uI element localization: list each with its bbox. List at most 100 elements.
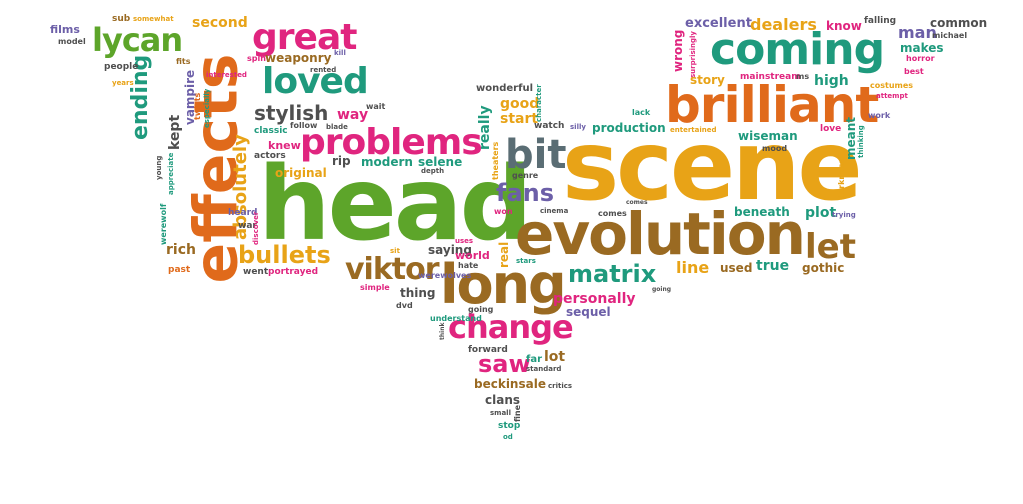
word-know: know: [826, 19, 862, 33]
word-past: past: [168, 265, 191, 275]
word-bullets: bullets: [238, 241, 331, 269]
word-people: people: [104, 62, 139, 72]
word-design: critics: [548, 382, 573, 390]
word-fans: fans: [496, 179, 555, 207]
word-personally: personally: [553, 291, 636, 307]
word-lot: lot: [544, 349, 566, 365]
word-beneath: beneath: [734, 205, 790, 219]
word-real: real: [497, 241, 511, 268]
word-entertained: entertained: [670, 126, 717, 134]
word-gothic: gothic: [802, 261, 845, 275]
word-work: work: [868, 111, 891, 120]
word-character: character: [535, 84, 543, 122]
word-love: love: [820, 124, 842, 134]
word-bit: bit: [505, 132, 567, 178]
word-clans: clans: [485, 393, 521, 407]
word-costumes: costumes: [870, 81, 914, 90]
word-films: films: [50, 23, 80, 36]
word-mainstream: mainstream: [740, 72, 801, 82]
word-stop: stop: [498, 421, 521, 431]
word-plot: plot: [805, 205, 837, 221]
word-world: world: [455, 249, 490, 262]
word-understand: going: [468, 305, 494, 314]
word-beckinsale: beckinsale: [474, 377, 546, 391]
word-dvd: understand: [430, 314, 482, 323]
word-original: original: [275, 166, 327, 180]
word-kill: kill: [334, 49, 346, 57]
word-went: went: [243, 267, 269, 277]
word-years: years: [112, 79, 134, 87]
word-makes: makes: [900, 41, 944, 55]
word-attempt: attempt: [876, 92, 908, 100]
word-line: line: [676, 258, 710, 277]
word-man: man: [898, 23, 937, 42]
word-confused: sit: [390, 247, 400, 255]
word-wait: wait: [366, 102, 386, 111]
word-blade: blade: [326, 123, 348, 131]
word-twists: twists: [193, 92, 202, 120]
word-stylish: stylish: [254, 101, 329, 125]
word-spin: spin: [247, 54, 266, 63]
word-saying: uses: [455, 237, 474, 245]
word-lack: lack: [632, 108, 651, 117]
word-scene: scene: [562, 110, 863, 222]
word-heard: heard: [228, 208, 258, 218]
word-war: war: [238, 221, 257, 231]
word-werewolves: stars: [516, 257, 536, 265]
word-model: model: [58, 37, 86, 46]
word-silly: silly: [570, 123, 586, 131]
word-meant: meant: [844, 116, 858, 160]
word-high: high: [814, 73, 849, 89]
word-selene: selene: [418, 155, 463, 169]
word-small: od: [503, 433, 513, 441]
word-weaponry: weaponry: [265, 51, 332, 65]
word-brilliant: brilliant: [665, 76, 879, 134]
word-let: let: [805, 227, 856, 267]
word-knew: knew: [268, 139, 301, 152]
word-far: far: [526, 354, 543, 365]
word-kept: kept: [167, 114, 183, 150]
word-actors: actors: [254, 151, 286, 161]
word-appreciate: appreciate: [167, 152, 175, 195]
word-used: used: [720, 261, 753, 275]
word-sequel: sequel: [566, 305, 611, 319]
word-rip: rip: [332, 154, 351, 168]
word-young: young: [155, 155, 163, 180]
word-watch: watch: [534, 121, 565, 131]
word-comes: comes: [626, 199, 648, 206]
word-wrong: wrong: [671, 29, 685, 72]
word-thinking: thinking: [857, 125, 865, 158]
word-story: story: [690, 73, 725, 87]
word-sub: sub: [112, 14, 131, 24]
word-evolution: evolution: [515, 200, 806, 268]
word-michael: michael: [932, 31, 968, 40]
word-trying: trying: [832, 211, 856, 219]
word-falling: falling: [864, 16, 897, 26]
word-saw: saw: [478, 350, 531, 378]
word-dealers: dealers: [750, 15, 817, 34]
word-won: cinema: [540, 207, 569, 215]
word-simple: dvd: [396, 301, 413, 310]
word-cool: depth: [421, 167, 445, 175]
word-loved: loved: [262, 61, 369, 102]
word-going: going: [652, 286, 672, 293]
word-discover: discover: [252, 211, 260, 245]
word-uses: hate: [458, 261, 479, 270]
word-depth: won: [494, 207, 513, 216]
word-good: good: [500, 96, 540, 112]
word-thing: thing: [400, 286, 436, 300]
word-fine: think: [439, 322, 446, 340]
word-head: head: [258, 145, 533, 264]
word-stars: simple: [360, 283, 390, 292]
word-lycan: lycan: [92, 21, 183, 59]
word-production: production: [592, 121, 666, 135]
word-modern: modern: [361, 155, 413, 169]
word-genre: genre: [512, 171, 539, 180]
word-rented: rented: [310, 66, 337, 74]
word-coming: coming: [710, 24, 885, 75]
word-start: start: [500, 111, 539, 127]
word-critics: small: [490, 409, 511, 417]
word-true: true: [756, 258, 790, 274]
word-mood: mood: [762, 144, 788, 153]
